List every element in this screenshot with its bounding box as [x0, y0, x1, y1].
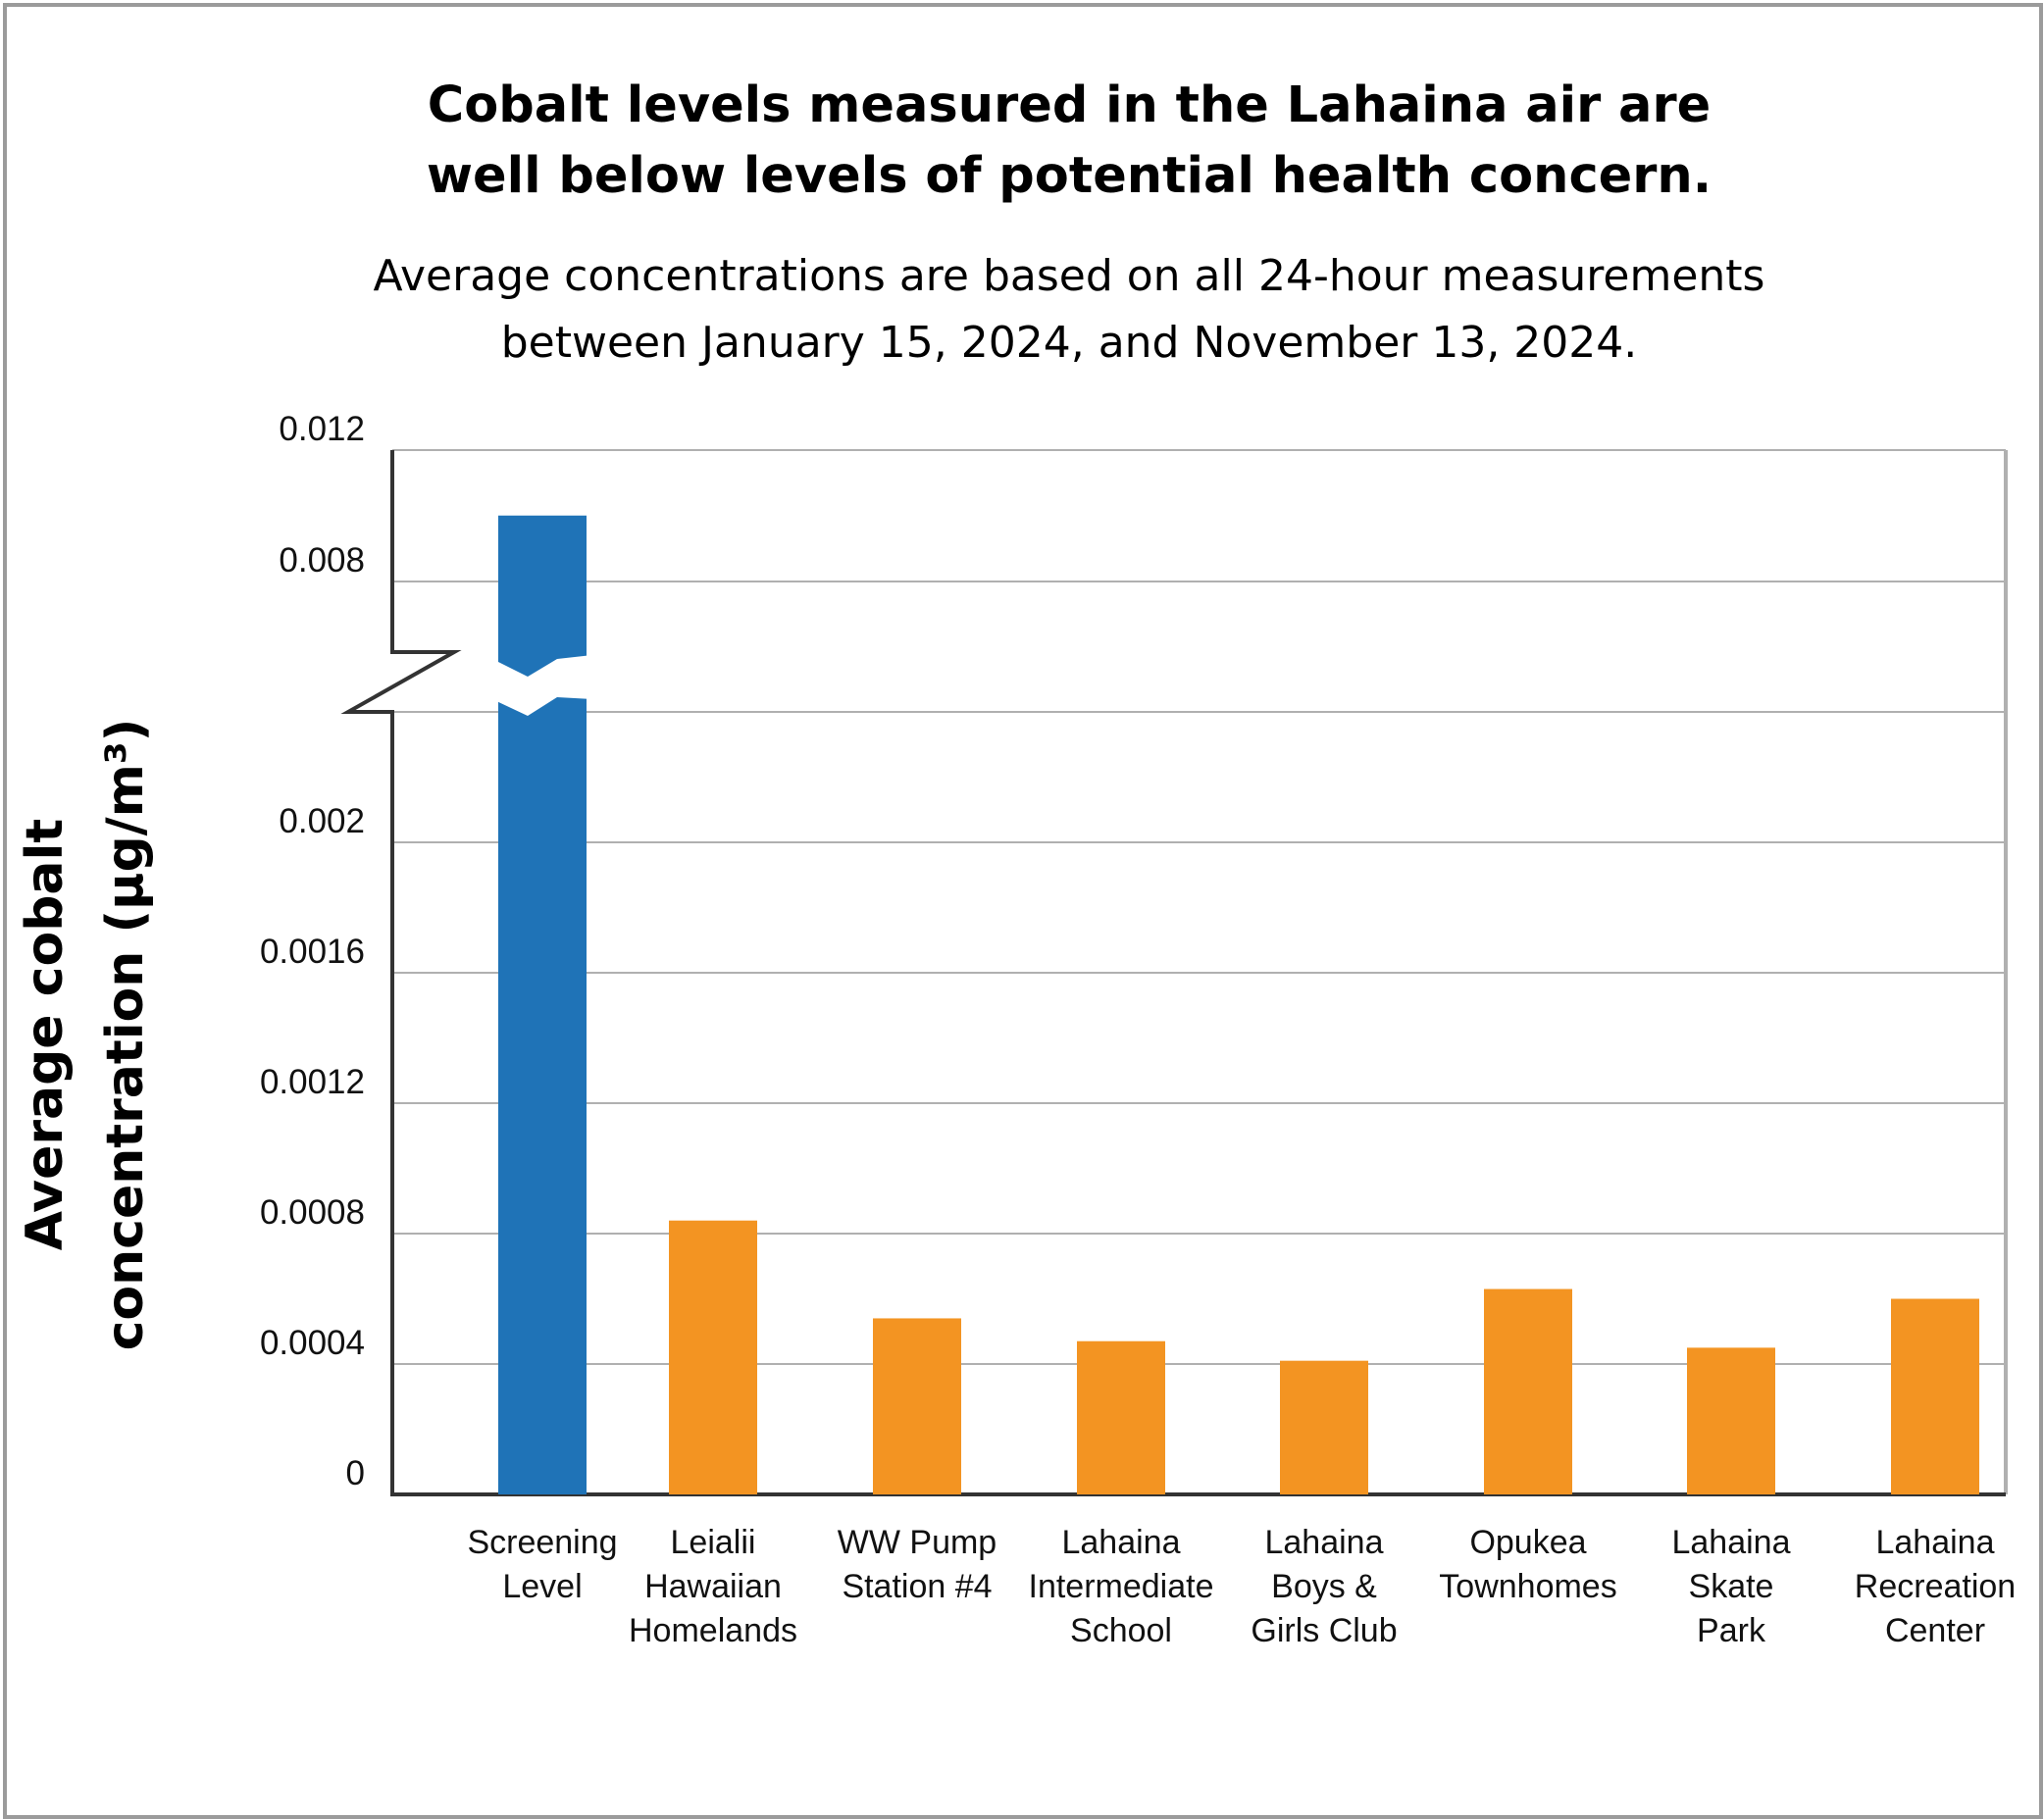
- axis-break-marker: [492, 655, 592, 716]
- x-category-label-line: Hawaiian: [644, 1568, 782, 1605]
- y-tick-label: 0.002: [279, 802, 365, 840]
- chart-frame: [3, 3, 2043, 1819]
- y-tick-label: 0: [346, 1454, 365, 1492]
- x-category-label-line: Lahaina: [1264, 1524, 1383, 1561]
- x-category-label: Lahaina Boys & Girls Club: [1251, 1524, 1397, 1649]
- x-category-label: Screening Level: [467, 1524, 617, 1605]
- x-category-label-line: Park: [1697, 1612, 1766, 1649]
- x-category-label-line: Opukea: [1469, 1524, 1586, 1561]
- x-category-label-line: Leialii: [671, 1524, 756, 1561]
- y-tick-label: 0.0004: [260, 1324, 365, 1362]
- bar: [1484, 1288, 1572, 1494]
- y-tick-label: 0.0008: [260, 1193, 365, 1232]
- x-category-label-line: Level: [502, 1568, 582, 1605]
- x-category-label-line: Homelands: [629, 1612, 797, 1649]
- y-tick-label: 0.008: [279, 541, 365, 580]
- x-category-label-line: Intermediate: [1029, 1568, 1214, 1605]
- y-tick-label: 0.0016: [260, 933, 365, 971]
- chart-title-line: well below levels of potential health co…: [426, 147, 1712, 205]
- x-category-label-line: School: [1070, 1612, 1172, 1649]
- x-category-label-line: Screening: [467, 1524, 617, 1561]
- bar: [669, 1220, 757, 1494]
- bar: [1891, 1298, 1979, 1494]
- x-category-label-line: Lahaina: [1875, 1524, 1994, 1561]
- x-category-label-line: WW Pump: [838, 1524, 996, 1561]
- x-category-label: Lahaina Intermediate School: [1029, 1524, 1214, 1649]
- x-category-label-line: Center: [1885, 1612, 1985, 1649]
- y-axis-line-with-break: [340, 450, 462, 1494]
- chart-subtitle-line: Average concentrations are based on all …: [373, 251, 1765, 301]
- x-category-label-line: Lahaina: [1061, 1524, 1180, 1561]
- x-category-label-line: Girls Club: [1251, 1612, 1397, 1649]
- y-tick-label: 0.012: [279, 410, 365, 448]
- x-category-label-line: Station #4: [842, 1568, 992, 1605]
- x-category-label: Opukea Townhomes: [1439, 1524, 1616, 1605]
- x-category-label: WW Pump Station #4: [838, 1524, 996, 1605]
- x-category-label: Lahaina Recreation Center: [1855, 1524, 2016, 1649]
- chart-title: Cobalt levels measured in the Lahaina ai…: [373, 71, 1765, 212]
- x-category-label: Leialii Hawaiian Homelands: [629, 1524, 797, 1649]
- x-category-label-line: Lahaina: [1671, 1524, 1790, 1561]
- y-tick-label: 0.0012: [260, 1063, 365, 1101]
- bar: [1687, 1347, 1775, 1494]
- x-category-label-line: Townhomes: [1439, 1568, 1616, 1605]
- chart-subtitle: Average concentrations are based on all …: [373, 243, 1765, 377]
- x-category-label-line: Recreation: [1855, 1568, 2016, 1605]
- bar: [1077, 1340, 1165, 1494]
- chart-subtitle-line: between January 15, 2024, and November 1…: [500, 318, 1638, 368]
- x-category-label: Lahaina Skate Park: [1671, 1524, 1790, 1649]
- bar: [873, 1318, 961, 1494]
- bar: [1280, 1360, 1368, 1494]
- x-category-label-line: Skate: [1689, 1568, 1774, 1605]
- chart-title-line: Cobalt levels measured in the Lahaina ai…: [427, 76, 1712, 134]
- x-category-label-line: Boys &: [1271, 1568, 1377, 1605]
